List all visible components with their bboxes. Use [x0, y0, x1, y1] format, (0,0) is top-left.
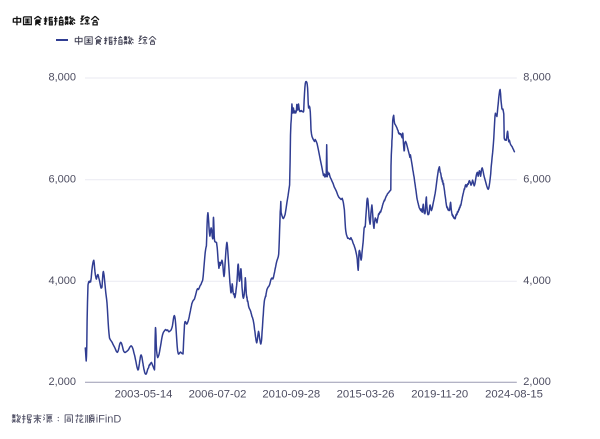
svg-text:2,000: 2,000	[523, 376, 551, 388]
svg-text:8,000: 8,000	[48, 72, 76, 84]
svg-text:2015-03-26: 2015-03-26	[337, 388, 395, 400]
svg-text:4,000: 4,000	[48, 275, 76, 287]
svg-text:iFinD: iFinD	[96, 414, 122, 426]
svg-text:2006-07-02: 2006-07-02	[189, 388, 247, 400]
svg-text:4,000: 4,000	[523, 275, 551, 287]
svg-text:6,000: 6,000	[48, 174, 76, 186]
svg-text:2024-08-15: 2024-08-15	[485, 388, 543, 400]
svg-text:2003-05-14: 2003-05-14	[115, 388, 173, 400]
svg-text:8,000: 8,000	[523, 72, 551, 84]
svg-text:2010-09-28: 2010-09-28	[262, 388, 320, 400]
svg-text:6,000: 6,000	[523, 174, 551, 186]
svg-text:2019-11-20: 2019-11-20	[411, 388, 468, 400]
svg-text:2,000: 2,000	[48, 376, 76, 388]
